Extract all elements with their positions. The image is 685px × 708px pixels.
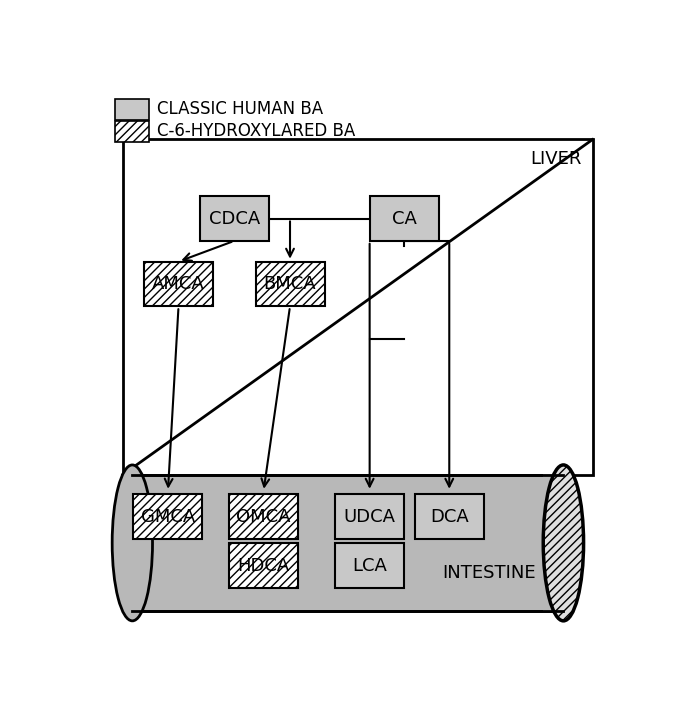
Text: LIVER: LIVER: [531, 150, 582, 169]
Text: HDCA: HDCA: [237, 556, 290, 575]
FancyBboxPatch shape: [335, 494, 404, 539]
FancyBboxPatch shape: [144, 261, 213, 307]
Text: DCA: DCA: [430, 508, 469, 526]
FancyBboxPatch shape: [134, 494, 203, 539]
FancyBboxPatch shape: [229, 544, 298, 588]
FancyBboxPatch shape: [256, 261, 325, 307]
FancyBboxPatch shape: [115, 121, 149, 142]
FancyBboxPatch shape: [415, 494, 484, 539]
Text: C-6-HYDROXYLARED BA: C-6-HYDROXYLARED BA: [158, 122, 356, 140]
Text: OMCA: OMCA: [236, 508, 290, 526]
Text: GMCA: GMCA: [141, 508, 195, 526]
Text: INTESTINE: INTESTINE: [443, 564, 536, 582]
Ellipse shape: [112, 465, 153, 621]
FancyBboxPatch shape: [335, 544, 404, 588]
FancyBboxPatch shape: [132, 475, 563, 611]
FancyBboxPatch shape: [115, 99, 149, 120]
Ellipse shape: [543, 465, 584, 621]
Text: UDCA: UDCA: [344, 508, 396, 526]
Text: CLASSIC HUMAN BA: CLASSIC HUMAN BA: [158, 101, 323, 118]
FancyBboxPatch shape: [200, 196, 269, 241]
FancyBboxPatch shape: [543, 474, 569, 612]
FancyBboxPatch shape: [370, 196, 438, 241]
FancyBboxPatch shape: [229, 494, 298, 539]
Text: LCA: LCA: [352, 556, 387, 575]
Text: BMCA: BMCA: [264, 275, 316, 293]
Text: CDCA: CDCA: [209, 210, 260, 227]
Text: AMCA: AMCA: [152, 275, 205, 293]
FancyBboxPatch shape: [123, 139, 593, 475]
Text: CA: CA: [392, 210, 416, 227]
